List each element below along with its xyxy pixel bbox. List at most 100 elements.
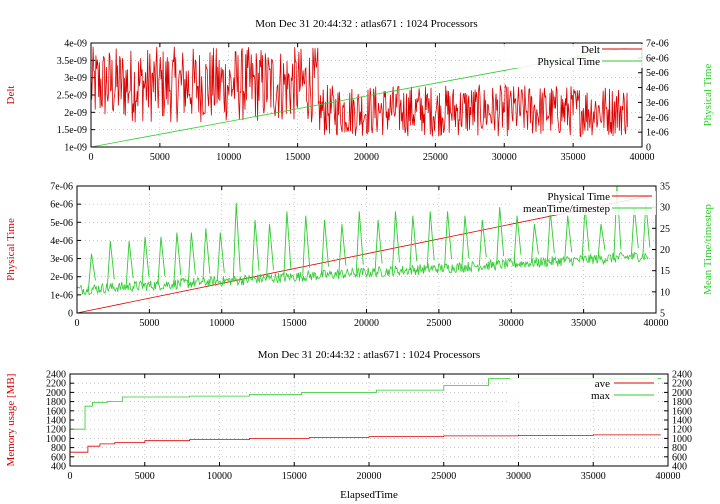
x-axis-title: ElapsedTime	[340, 489, 398, 501]
x-tick-label: 10000	[209, 318, 234, 329]
legend-backdrop	[500, 44, 646, 56]
x-tick-label: 30000	[506, 471, 531, 482]
y-left-tick-label: 600	[51, 452, 66, 463]
y-right-tick-label: 6e-06	[646, 53, 669, 64]
series-spike	[478, 219, 487, 266]
series-spike	[392, 211, 400, 271]
series-spike	[496, 207, 505, 265]
y-left-tick-label: 4e-09	[64, 39, 87, 50]
series-spike	[374, 219, 383, 272]
chart-panel-3: Mon Dec 31 20:44:32 : atlas671 : 1024 Pr…	[5, 349, 692, 501]
series-line	[70, 378, 661, 430]
series-spike	[409, 215, 418, 270]
series-spike	[321, 219, 329, 276]
y-left-tick-label: 6e-06	[50, 200, 73, 211]
x-tick-label: 40000	[630, 152, 655, 163]
y-left-tick-label: 3.5e-09	[57, 56, 87, 67]
y-left-tick-label: 1.5e-09	[57, 125, 87, 136]
legend-backdrop	[500, 56, 646, 68]
plot-frame	[76, 185, 657, 314]
x-tick-label: 10000	[207, 471, 232, 482]
y-left-tick-label: 2e-09	[64, 108, 87, 119]
x-tick-label: 35000	[571, 318, 596, 329]
series-line	[70, 434, 661, 453]
y-left-tick-label: 3e-06	[50, 254, 73, 265]
x-tick-label: 15000	[285, 152, 310, 163]
y-left-tick-label: 1400	[46, 416, 66, 427]
series-spike	[216, 232, 225, 282]
y-right-tick-label: 0	[646, 143, 651, 154]
x-tick-label: 25000	[426, 318, 451, 329]
chart-panel-1: Mon Dec 31 20:44:32 : atlas671 : 1024 Pr…	[5, 18, 714, 163]
y-right-tick-label: 3e-06	[646, 98, 669, 109]
x-tick-label: 5000	[150, 152, 170, 163]
y-left-axis-title: Delt	[5, 86, 17, 105]
y-left-tick-label: 2200	[46, 379, 66, 390]
series-spike	[173, 232, 182, 284]
series-spike	[513, 215, 522, 264]
y-left-tick-label: 3e-09	[64, 73, 87, 84]
series-spike	[564, 215, 573, 261]
y-right-tick-label: 1400	[672, 416, 692, 427]
series-spike	[187, 232, 196, 283]
y-right-tick-label: 10	[660, 287, 670, 298]
series-spike	[141, 236, 150, 286]
y-right-tick-label: 800	[672, 443, 687, 454]
x-tick-label: 40000	[656, 471, 681, 482]
series-spike	[157, 236, 166, 285]
series-line	[77, 251, 649, 296]
y-right-tick-label: 25	[660, 224, 670, 235]
y-left-tick-label: 1800	[46, 397, 66, 408]
legend-label: Physical Time	[537, 56, 600, 68]
y-left-tick-label: 2000	[46, 388, 66, 399]
x-tick-label: 20000	[354, 152, 379, 163]
y-right-axis-title: Physical Time	[702, 64, 714, 127]
y-left-tick-label: 1600	[46, 406, 66, 417]
y-left-tick-label: 400	[51, 462, 66, 473]
x-tick-label: 30000	[492, 152, 517, 163]
y-right-tick-label: 4e-06	[646, 83, 669, 94]
series-spike	[88, 253, 96, 289]
legend-label: meanTime/timestep	[523, 203, 610, 215]
series-spike	[125, 240, 134, 287]
x-tick-label: 0	[75, 318, 80, 329]
series-group	[77, 186, 651, 313]
series-group	[70, 378, 661, 453]
x-tick-label: 20000	[357, 471, 382, 482]
y-right-tick-label: 1000	[672, 434, 692, 445]
y-right-tick-label: 20	[660, 245, 670, 256]
x-tick-label: 5000	[135, 471, 155, 482]
y-left-axis-title: Memory usage [MB]	[5, 374, 17, 467]
series-spike	[581, 207, 590, 260]
legend-label: max	[591, 390, 610, 402]
series-spike	[530, 224, 539, 263]
x-tick-label: 15000	[282, 471, 307, 482]
series-spike	[355, 211, 364, 274]
y-right-tick-label: 15	[660, 266, 670, 277]
series-spike	[251, 219, 260, 280]
x-tick-label: 20000	[354, 318, 379, 329]
y-right-tick-label: 2000	[672, 388, 692, 399]
series-spike	[613, 186, 622, 258]
y-right-tick-label: 2200	[672, 379, 692, 390]
y-right-tick-label: 1800	[672, 397, 692, 408]
series-spike	[232, 202, 241, 281]
series-spike	[283, 211, 292, 278]
y-left-tick-label: 800	[51, 443, 66, 454]
x-tick-label: 10000	[216, 152, 241, 163]
y-right-tick-label: 7e-06	[646, 39, 669, 50]
x-tick-label: 25000	[423, 152, 448, 163]
legend-backdrop	[510, 191, 656, 203]
x-tick-label: 40000	[644, 318, 669, 329]
y-right-tick-label: 400	[672, 462, 687, 473]
y-left-tick-label: 1e-06	[50, 290, 73, 301]
y-left-tick-label: 2400	[46, 370, 66, 381]
legend-backdrop	[510, 378, 658, 390]
x-tick-label: 30000	[499, 318, 524, 329]
legend-backdrop	[510, 390, 658, 402]
x-tick-label: 35000	[581, 471, 606, 482]
plot-frame	[90, 42, 643, 148]
x-tick-label: 0	[89, 152, 94, 163]
legend-backdrop	[510, 203, 656, 215]
series-spike	[444, 211, 453, 268]
